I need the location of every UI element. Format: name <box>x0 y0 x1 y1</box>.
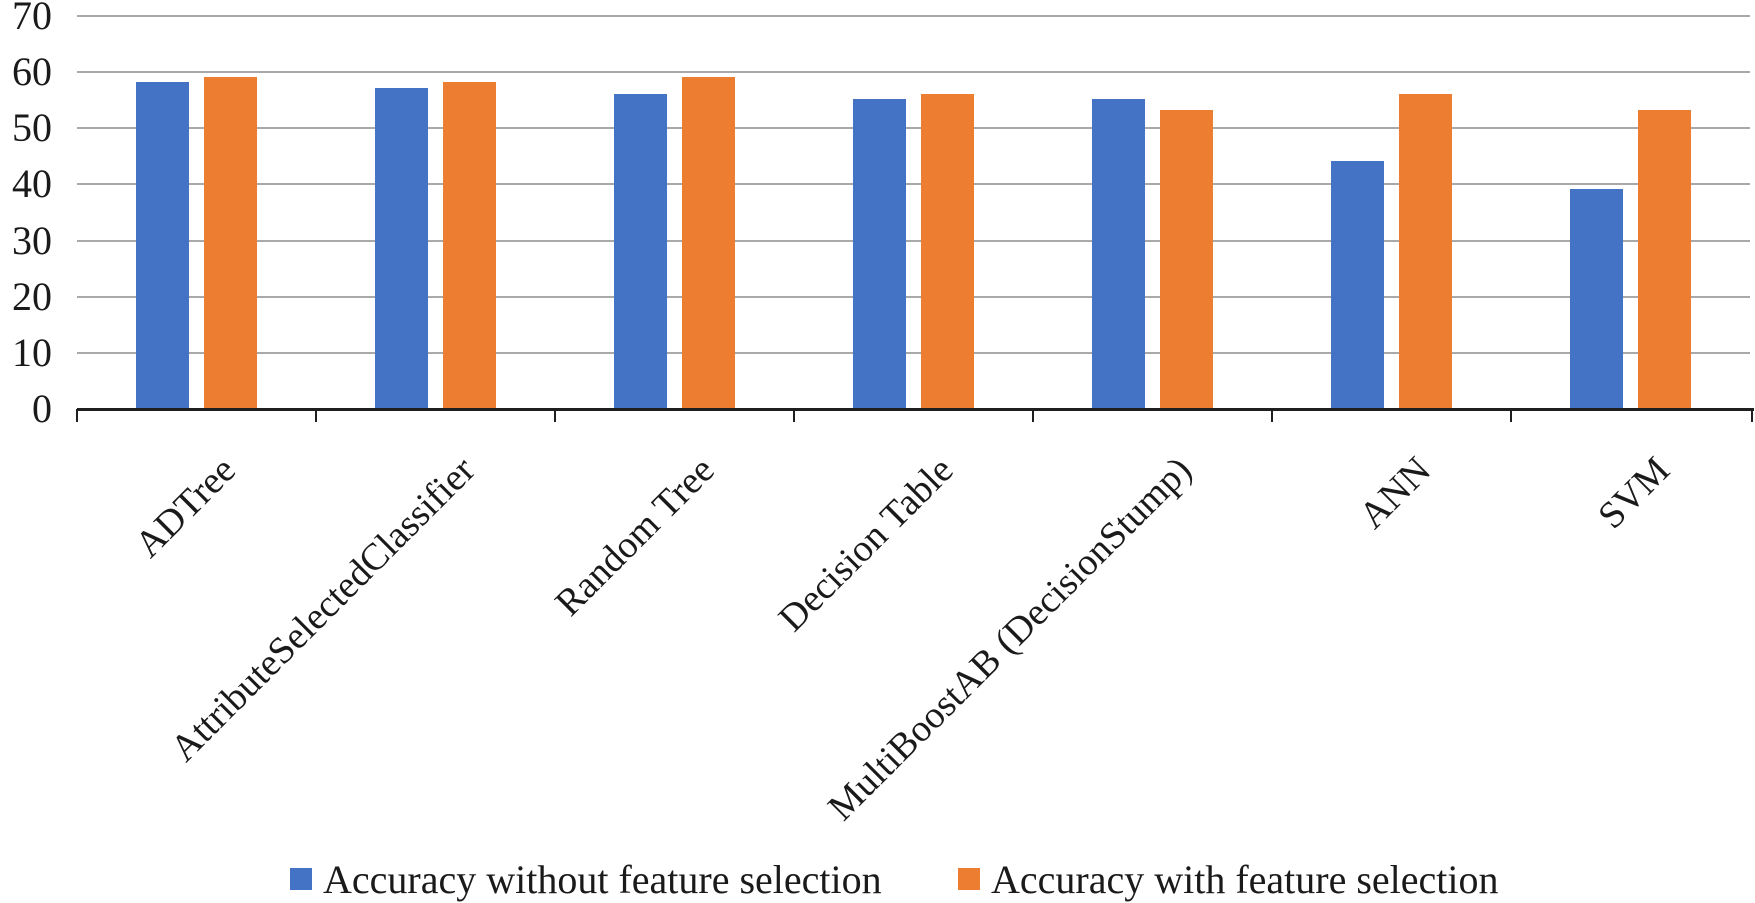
bar-series-1-adtree <box>204 77 257 408</box>
y-tick-label: 60 <box>12 49 52 95</box>
x-axis-line <box>77 408 1754 411</box>
bar-series-0-svm <box>1570 189 1623 408</box>
bar-series-1-attributeselectedclassifier <box>443 82 496 408</box>
y-tick-label: 30 <box>12 217 52 263</box>
legend-swatch <box>290 868 312 890</box>
bar-series-0-decision-table <box>853 99 906 408</box>
gridline <box>77 239 1750 242</box>
legend-label: Accuracy with feature selection <box>991 857 1499 902</box>
bar-series-1-svm <box>1638 110 1691 408</box>
bar-series-0-random-tree <box>614 94 667 408</box>
y-tick-label: 10 <box>12 329 52 375</box>
bar-series-1-random-tree <box>682 77 735 408</box>
category-label: ANN <box>1351 449 1440 537</box>
legend-item: Accuracy without feature selection <box>290 858 882 902</box>
y-tick-label: 20 <box>12 273 52 319</box>
x-axis-tick <box>1510 409 1512 422</box>
legend: Accuracy without feature selection Accura… <box>0 858 1755 903</box>
bar-series-0-attributeselectedclassifier <box>375 88 428 408</box>
category-label: Decision Table <box>770 449 962 640</box>
category-label: Random Tree <box>546 449 723 625</box>
bar-series-1-decision-table <box>921 94 974 408</box>
x-axis-tick <box>554 409 556 422</box>
gridline <box>77 71 1750 74</box>
legend-item: Accuracy with feature selection <box>958 858 1499 902</box>
y-tick-label: 40 <box>12 161 52 207</box>
x-axis-tick <box>1032 409 1034 422</box>
legend-swatch <box>958 868 980 890</box>
gridline <box>77 351 1750 354</box>
x-axis-tick <box>793 409 795 422</box>
y-tick-label: 50 <box>12 105 52 151</box>
category-label: SVM <box>1590 449 1679 537</box>
category-label: ADTree <box>127 449 245 566</box>
gridline <box>77 295 1750 298</box>
x-axis-tick <box>315 409 317 422</box>
y-tick-label: 0 <box>32 386 52 431</box>
bar-series-0-adtree <box>136 82 189 408</box>
legend-label: Accuracy without feature selection <box>323 857 882 902</box>
x-axis-tick <box>1751 409 1753 422</box>
x-axis-tick <box>1271 409 1273 422</box>
y-tick-label: 70 <box>12 0 52 38</box>
bar-series-1-ann <box>1399 94 1452 408</box>
gridline <box>77 127 1750 130</box>
bar-series-0-multiboostab-decisionstump- <box>1092 99 1145 408</box>
bar-series-0-ann <box>1331 161 1384 408</box>
bar-series-1-multiboostab-decisionstump- <box>1160 110 1213 408</box>
gridline <box>77 15 1750 17</box>
x-axis-tick <box>76 409 78 422</box>
gridline <box>77 183 1750 186</box>
